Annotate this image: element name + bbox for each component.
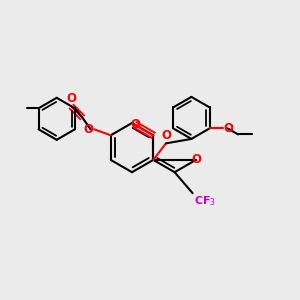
Text: O: O bbox=[67, 92, 76, 105]
Text: O: O bbox=[130, 118, 140, 131]
Text: O: O bbox=[161, 129, 171, 142]
Text: CF$_3$: CF$_3$ bbox=[194, 195, 216, 208]
Text: O: O bbox=[191, 153, 201, 167]
Text: O: O bbox=[83, 123, 93, 136]
Text: O: O bbox=[224, 122, 233, 135]
